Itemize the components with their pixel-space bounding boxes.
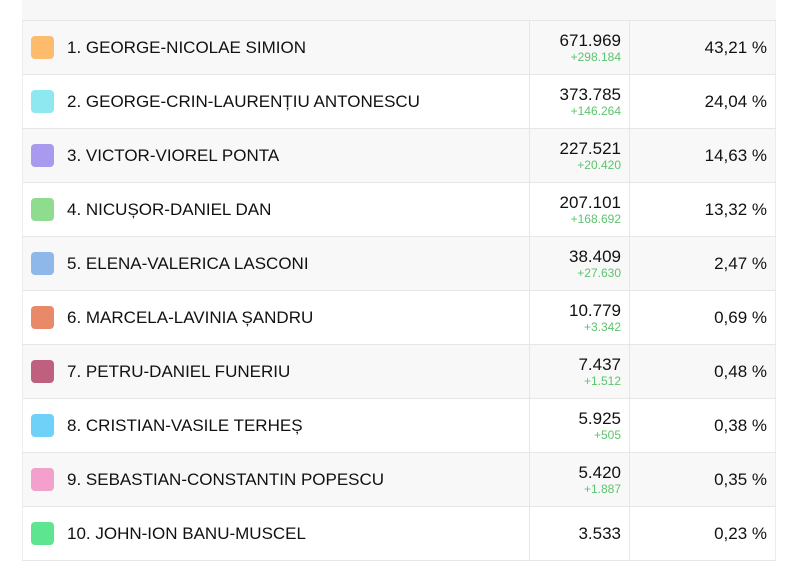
candidate-name: 5. ELENA-VALERICA LASCONI bbox=[67, 253, 309, 273]
percent-cell: 0,38 % bbox=[714, 415, 767, 435]
candidate-cell: 3. VICTOR-VIOREL PONTA bbox=[23, 129, 530, 182]
vote-count: 7.437 bbox=[578, 355, 621, 374]
vote-count: 38.409 bbox=[569, 247, 621, 266]
percent-cell: 13,32 % bbox=[704, 199, 767, 219]
candidate-cell: 4. NICUȘOR-DANIEL DAN bbox=[23, 183, 530, 236]
candidate-cell: 7. PETRU-DANIEL FUNERIU bbox=[23, 345, 530, 398]
candidate-name: 2. GEORGE-CRIN-LAURENȚIU ANTONESCU bbox=[67, 91, 420, 111]
votes-cell: 207.101 +168.692 bbox=[530, 183, 630, 236]
vote-count: 207.101 bbox=[559, 193, 621, 212]
votes-cell: 10.779 +3.342 bbox=[530, 291, 630, 344]
votes-cell: 5.925 +505 bbox=[530, 399, 630, 452]
candidate-cell: 9. SEBASTIAN-CONSTANTIN POPESCU bbox=[23, 453, 530, 506]
percent-cell: 2,47 % bbox=[714, 253, 767, 273]
percent-cell: 0,35 % bbox=[714, 469, 767, 489]
color-swatch bbox=[31, 198, 54, 221]
votes-cell: 373.785 +146.264 bbox=[530, 75, 630, 128]
candidate-name: 8. CRISTIAN-VASILE TERHEȘ bbox=[67, 415, 303, 435]
votes-cell: 227.521 +20.420 bbox=[530, 129, 630, 182]
candidate-name: 3. VICTOR-VIOREL PONTA bbox=[67, 145, 280, 165]
candidate-cell: 6. MARCELA-LAVINIA ȘANDRU bbox=[23, 291, 530, 344]
vote-count: 373.785 bbox=[559, 85, 621, 104]
candidate-name: 9. SEBASTIAN-CONSTANTIN POPESCU bbox=[67, 469, 385, 489]
vote-delta: +20.420 bbox=[577, 158, 621, 172]
vote-count: 10.779 bbox=[569, 301, 621, 320]
vote-delta: +3.342 bbox=[583, 320, 621, 334]
color-swatch bbox=[31, 414, 54, 437]
color-swatch bbox=[31, 252, 54, 275]
table-row[interactable]: 2. GEORGE-CRIN-LAURENȚIU ANTONESCU 373.7… bbox=[22, 75, 776, 129]
vote-delta: +505 bbox=[593, 428, 621, 442]
color-swatch bbox=[31, 306, 54, 329]
votes-cell: 5.420 +1.887 bbox=[530, 453, 630, 506]
vote-delta: +168.692 bbox=[570, 212, 621, 226]
table-row[interactable]: 5. ELENA-VALERICA LASCONI 38.409 +27.630… bbox=[22, 237, 776, 291]
percent-cell: 14,63 % bbox=[704, 145, 767, 165]
vote-count: 227.521 bbox=[559, 139, 621, 158]
vote-delta: +1.887 bbox=[583, 482, 621, 496]
candidate-cell: 1. GEORGE-NICOLAE SIMION bbox=[23, 21, 530, 74]
candidate-name: 6. MARCELA-LAVINIA ȘANDRU bbox=[67, 307, 314, 327]
vote-delta: +27.630 bbox=[577, 266, 621, 280]
table-row[interactable]: 8. CRISTIAN-VASILE TERHEȘ 5.925 +505 0,3… bbox=[22, 399, 776, 453]
votes-cell: 38.409 +27.630 bbox=[530, 237, 630, 290]
table-row[interactable]: 10. JOHN-ION BANU-MUSCEL 3.533 0,23 % bbox=[22, 507, 776, 561]
candidate-name: 7. PETRU-DANIEL FUNERIU bbox=[67, 361, 291, 381]
table-header bbox=[22, 0, 776, 20]
vote-count: 5.420 bbox=[578, 463, 621, 482]
table-row[interactable]: 1. GEORGE-NICOLAE SIMION 671.969 +298.18… bbox=[22, 21, 776, 75]
percent-cell: 43,21 % bbox=[704, 37, 767, 57]
table-row[interactable]: 7. PETRU-DANIEL FUNERIU 7.437 +1.512 0,4… bbox=[22, 345, 776, 399]
color-swatch bbox=[31, 90, 54, 113]
percent-cell: 24,04 % bbox=[704, 91, 767, 111]
table-row[interactable]: 6. MARCELA-LAVINIA ȘANDRU 10.779 +3.342 … bbox=[22, 291, 776, 345]
table-row[interactable]: 3. VICTOR-VIOREL PONTA 227.521 +20.420 1… bbox=[22, 129, 776, 183]
results-table: 1. GEORGE-NICOLAE SIMION 671.969 +298.18… bbox=[22, 20, 776, 561]
color-swatch bbox=[31, 144, 54, 167]
candidate-cell: 2. GEORGE-CRIN-LAURENȚIU ANTONESCU bbox=[23, 75, 530, 128]
table-row[interactable]: 9. SEBASTIAN-CONSTANTIN POPESCU 5.420 +1… bbox=[22, 453, 776, 507]
vote-delta: +146.264 bbox=[570, 104, 621, 118]
candidate-cell: 8. CRISTIAN-VASILE TERHEȘ bbox=[23, 399, 530, 452]
vote-delta: +1.512 bbox=[583, 374, 621, 388]
candidate-name: 4. NICUȘOR-DANIEL DAN bbox=[67, 199, 272, 219]
percent-cell: 0,48 % bbox=[714, 361, 767, 381]
candidate-cell: 5. ELENA-VALERICA LASCONI bbox=[23, 237, 530, 290]
votes-cell: 7.437 +1.512 bbox=[530, 345, 630, 398]
color-swatch bbox=[31, 468, 54, 491]
color-swatch bbox=[31, 360, 54, 383]
candidate-name: 1. GEORGE-NICOLAE SIMION bbox=[67, 37, 306, 57]
percent-cell: 0,69 % bbox=[714, 307, 767, 327]
color-swatch bbox=[31, 36, 54, 59]
vote-delta: +298.184 bbox=[570, 50, 621, 64]
table-row[interactable]: 4. NICUȘOR-DANIEL DAN 207.101 +168.692 1… bbox=[22, 183, 776, 237]
votes-cell: 671.969 +298.184 bbox=[530, 21, 630, 74]
vote-count: 671.969 bbox=[559, 31, 621, 50]
vote-count: 5.925 bbox=[578, 409, 621, 428]
